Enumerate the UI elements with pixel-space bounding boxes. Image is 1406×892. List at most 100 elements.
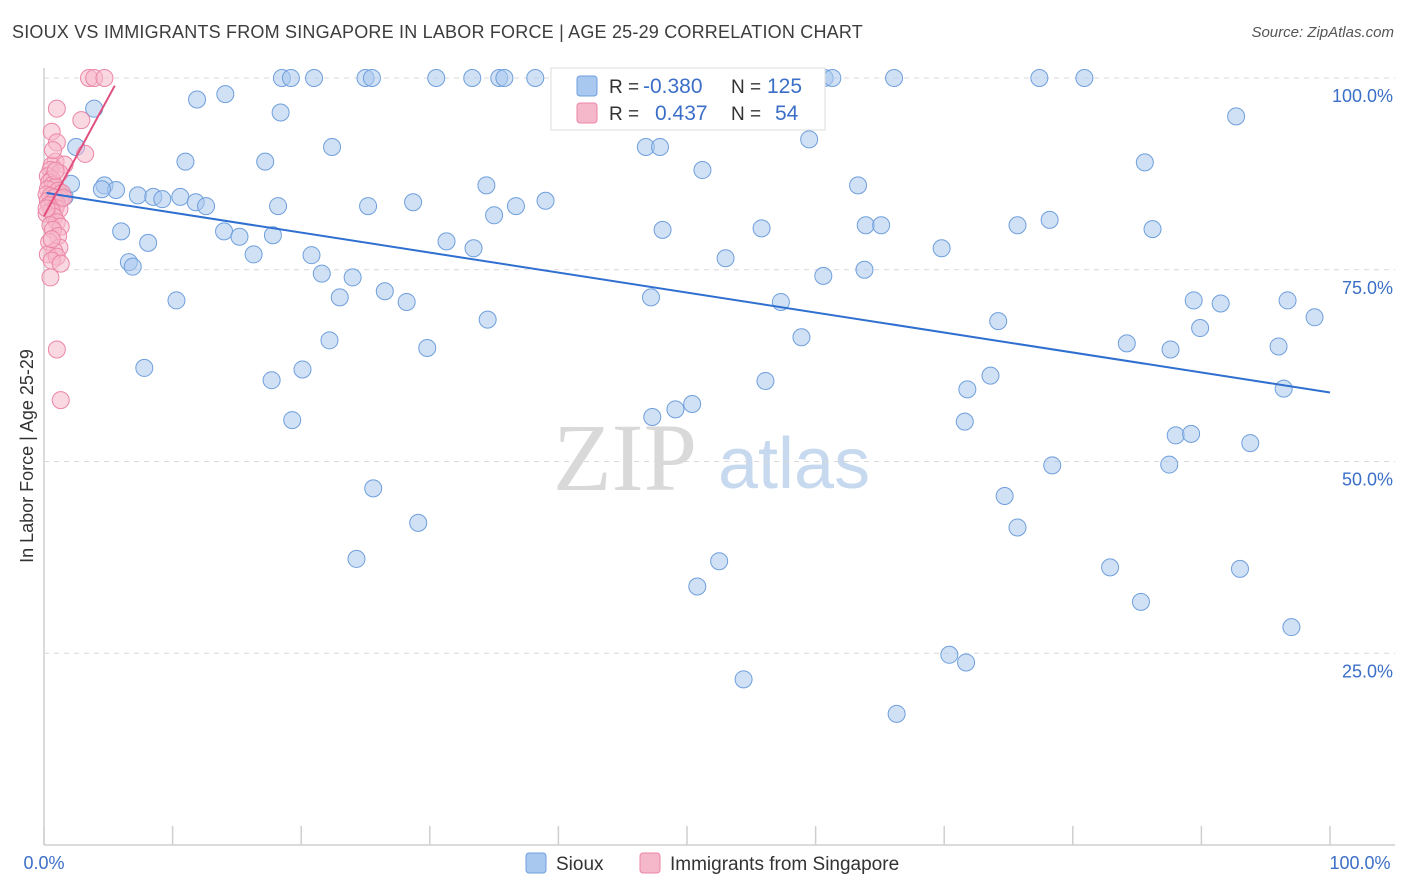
sioux-point-77	[330, 288, 349, 307]
sioux-point-69	[1008, 216, 1027, 235]
sioux-point-29	[362, 69, 381, 87]
sioux-point-40	[1030, 69, 1049, 87]
sioux-point-16	[215, 222, 234, 241]
singapore-points	[37, 69, 114, 410]
sioux-point-76	[343, 268, 362, 287]
stats-r-label-sioux: R =	[609, 77, 639, 98]
sioux-point-73	[1227, 107, 1246, 126]
trend-lines	[43, 85, 1331, 394]
sioux-point-30	[427, 69, 446, 87]
sioux-point-81	[641, 288, 660, 307]
sioux-point-101	[1043, 456, 1062, 475]
sioux-point-10	[176, 152, 195, 171]
sioux-point-58	[693, 161, 712, 180]
sioux-point-15	[197, 197, 216, 216]
stats-r-label-singapore: R =	[609, 104, 639, 125]
singapore-trend-line	[43, 85, 116, 217]
singapore-point-47	[47, 340, 66, 359]
sioux-point-92	[1269, 337, 1288, 356]
sioux-point-117	[688, 577, 707, 596]
sioux-point-105	[1241, 434, 1260, 453]
sioux-point-13	[171, 187, 190, 206]
watermark-atlas: atlas	[718, 424, 870, 504]
singapore-point-53	[42, 230, 61, 249]
sioux-point-99	[643, 408, 662, 427]
sioux-point-43	[216, 85, 235, 104]
sioux-point-42	[188, 90, 207, 109]
sioux-point-109	[293, 360, 312, 379]
sioux-point-70	[1040, 210, 1059, 229]
sioux-point-20	[112, 222, 131, 241]
x-tick-label-0: 0.0%	[23, 853, 64, 873]
sioux-point-89	[1211, 294, 1230, 313]
sioux-point-60	[849, 176, 868, 195]
sioux-point-85	[1117, 334, 1136, 353]
sioux-point-106	[1160, 455, 1179, 474]
sioux-point-47	[359, 197, 378, 216]
sioux-point-33	[495, 69, 514, 87]
sioux-point-54	[536, 191, 555, 210]
sioux-point-67	[814, 266, 833, 285]
sioux-point-102	[995, 487, 1014, 506]
chart-title: SIOUX VS IMMIGRANTS FROM SINGAPORE IN LA…	[12, 22, 863, 42]
sioux-point-87	[1184, 291, 1203, 310]
y-tick-labels: 25.0% 50.0% 75.0% 100.0%	[1332, 86, 1393, 681]
sioux-point-57	[650, 138, 669, 157]
sioux-point-88	[1191, 319, 1210, 338]
stats-r-value-sioux: -0.380	[643, 75, 703, 98]
sioux-point-68	[932, 239, 951, 258]
sioux-point-4	[128, 186, 147, 205]
sioux-point-83	[792, 328, 811, 347]
sioux-point-98	[666, 400, 685, 419]
sioux-point-96	[756, 371, 775, 390]
sioux-point-45	[256, 152, 275, 171]
sioux-point-107	[320, 331, 339, 350]
sioux-point-53	[464, 239, 483, 258]
sioux-point-123	[940, 645, 959, 664]
sioux-point-63	[752, 219, 771, 238]
sioux-point-26	[305, 69, 324, 87]
sioux-point-121	[1131, 592, 1150, 611]
sioux-point-90	[1278, 291, 1297, 310]
sioux-point-64	[653, 220, 672, 239]
singapore-point-50	[46, 161, 65, 180]
sioux-point-95	[958, 380, 977, 399]
sioux-point-112	[283, 411, 302, 430]
y-tick-label-50: 50.0%	[1342, 470, 1393, 490]
stats-n-label-sioux: N =	[731, 77, 761, 98]
sioux-point-41	[1075, 69, 1094, 87]
singapore-point-48	[51, 391, 70, 410]
sioux-point-71	[1143, 220, 1162, 239]
sioux-point-59	[800, 130, 819, 149]
sioux-point-23	[123, 257, 142, 276]
sioux-point-79	[397, 292, 416, 311]
sioux-point-113	[364, 479, 383, 498]
singapore-point-46	[41, 268, 60, 287]
singapore-point-45	[51, 254, 70, 273]
sioux-point-61	[856, 216, 875, 235]
x-axis-ticks	[43, 826, 1331, 845]
sioux-point-91	[1305, 308, 1324, 327]
sioux-point-31	[463, 69, 482, 87]
sioux-point-122	[1282, 618, 1301, 637]
sioux-point-116	[710, 552, 729, 571]
sioux-point-80	[478, 310, 497, 329]
y-tick-label-25: 25.0%	[1342, 661, 1393, 681]
sioux-point-84	[989, 312, 1008, 331]
singapore-point-49	[44, 141, 63, 160]
sioux-point-48	[269, 197, 288, 216]
sioux-point-111	[135, 358, 154, 377]
singapore-point-2	[95, 69, 114, 87]
sioux-point-52	[437, 232, 456, 251]
legend-label-sioux: Sioux	[556, 854, 604, 875]
sioux-point-21	[139, 233, 158, 252]
sioux-trend-line	[46, 192, 1331, 394]
sioux-point-18	[244, 245, 263, 264]
sioux-point-126	[887, 704, 906, 723]
stats-n-label-singapore: N =	[731, 104, 761, 125]
sioux-point-114	[409, 513, 428, 532]
sioux-point-119	[1101, 558, 1120, 577]
singapore-point-7	[76, 144, 95, 163]
singapore-point-3	[47, 99, 66, 118]
y-axis-title: In Labor Force | Age 25-29	[17, 349, 37, 563]
